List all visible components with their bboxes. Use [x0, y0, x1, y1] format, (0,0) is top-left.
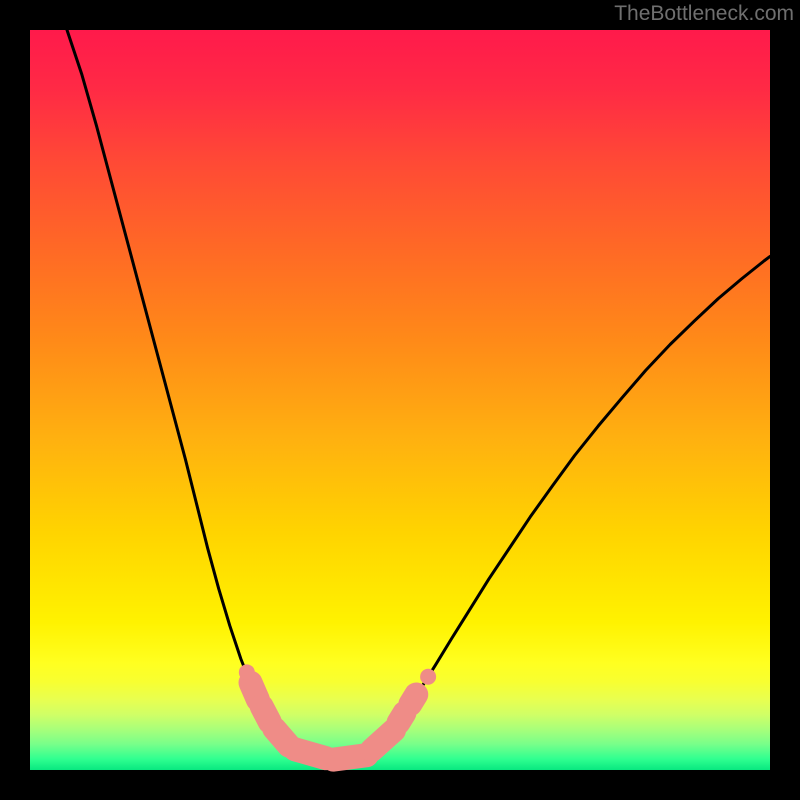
curve-right-branch: [407, 256, 770, 709]
watermark-text: TheBottleneck.com: [614, 2, 794, 26]
highlight-capsule: [295, 749, 326, 758]
chart-overlay: [0, 0, 800, 800]
highlight-capsule: [372, 730, 394, 750]
curve-left-branch: [67, 30, 407, 761]
highlight-capsule: [399, 713, 405, 723]
highlight-dot: [239, 664, 255, 680]
highlight-dot: [420, 669, 436, 685]
highlight-capsule: [410, 695, 416, 705]
